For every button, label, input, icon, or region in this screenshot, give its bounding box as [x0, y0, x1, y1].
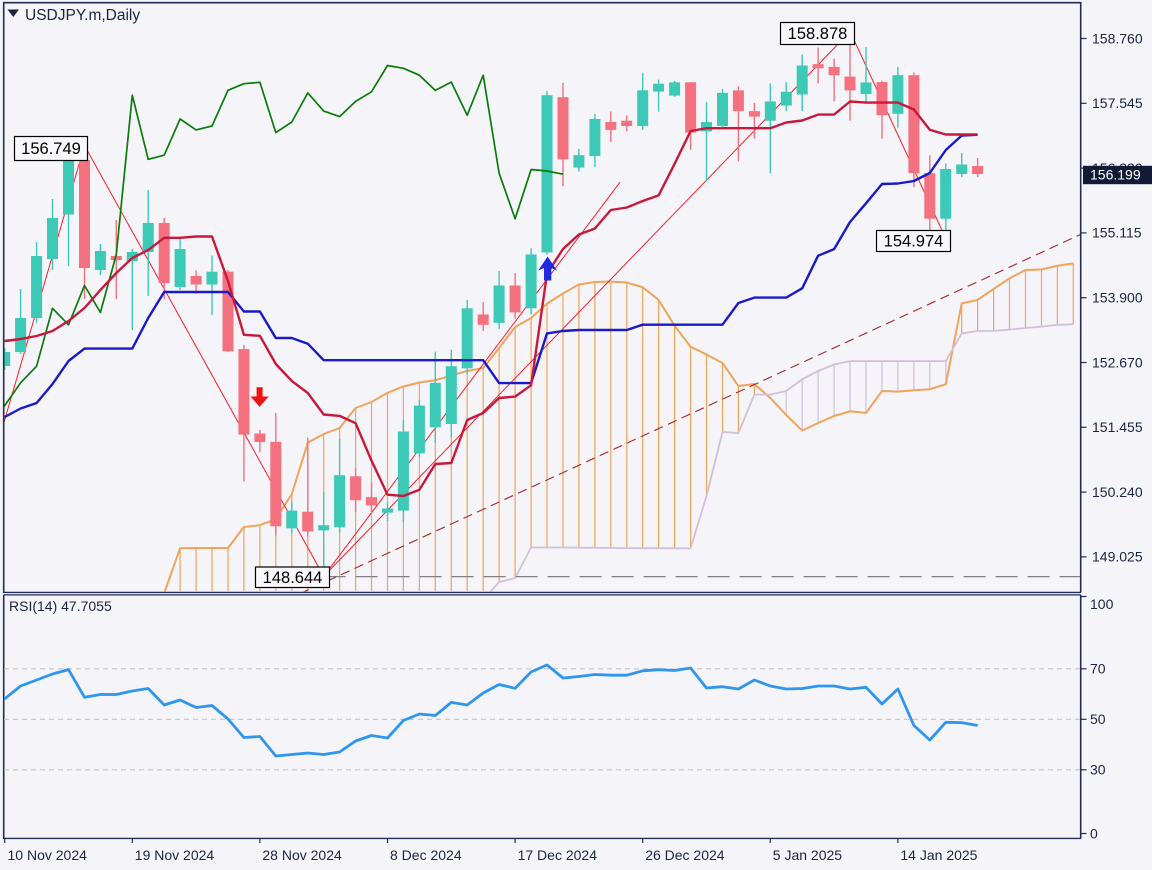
svg-text:153.900: 153.900: [1092, 290, 1143, 306]
svg-text:149.025: 149.025: [1092, 549, 1143, 565]
svg-text:156.199: 156.199: [1090, 167, 1141, 183]
svg-text:8 Dec 2024: 8 Dec 2024: [390, 847, 462, 863]
svg-text:10 Nov 2024: 10 Nov 2024: [8, 847, 88, 863]
svg-text:USDJPY.m,Daily: USDJPY.m,Daily: [25, 7, 140, 24]
svg-text:155.115: 155.115: [1092, 225, 1142, 241]
svg-text:70: 70: [1090, 661, 1106, 677]
svg-text:RSI(14) 47.7055: RSI(14) 47.7055: [9, 598, 112, 614]
svg-text:150.240: 150.240: [1092, 484, 1143, 500]
svg-text:28 Nov 2024: 28 Nov 2024: [262, 847, 342, 863]
svg-text:148.644: 148.644: [263, 569, 323, 587]
svg-text:158.878: 158.878: [788, 25, 848, 43]
svg-text:152.670: 152.670: [1092, 354, 1143, 370]
svg-text:156.749: 156.749: [21, 140, 81, 158]
svg-text:30: 30: [1090, 762, 1106, 778]
svg-text:158.760: 158.760: [1092, 30, 1143, 46]
svg-text:26 Dec 2024: 26 Dec 2024: [645, 847, 725, 863]
svg-text:5 Jan 2025: 5 Jan 2025: [773, 847, 842, 863]
svg-text:151.455: 151.455: [1092, 419, 1143, 435]
svg-text:50: 50: [1090, 711, 1106, 727]
svg-text:14 Jan 2025: 14 Jan 2025: [900, 847, 977, 863]
svg-text:17 Dec 2024: 17 Dec 2024: [518, 847, 598, 863]
svg-text:0: 0: [1090, 825, 1098, 841]
svg-text:157.545: 157.545: [1092, 95, 1143, 111]
svg-text:154.974: 154.974: [884, 233, 944, 251]
svg-text:19 Nov 2024: 19 Nov 2024: [135, 847, 215, 863]
svg-text:100: 100: [1090, 596, 1114, 612]
